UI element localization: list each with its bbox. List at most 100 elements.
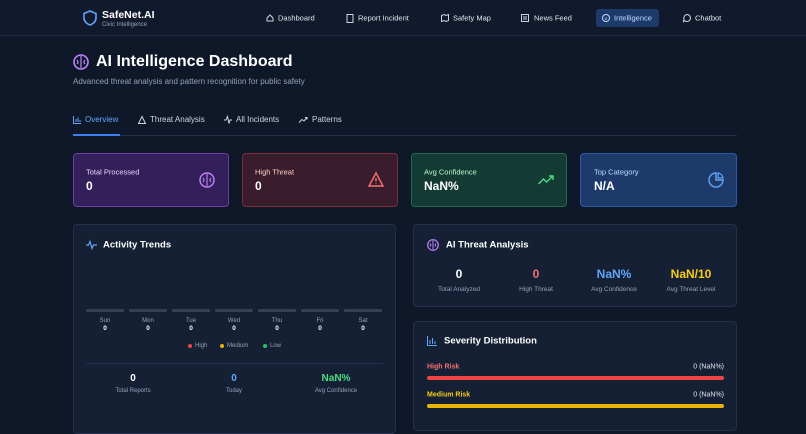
severity-label: High Risk [427, 363, 460, 371]
tab-icon [224, 114, 232, 124]
panel-icon [427, 239, 439, 251]
day-value: 0 [146, 324, 150, 332]
nav-item[interactable]: Safety Map [453, 13, 491, 23]
nav-item[interactable]: Report Incident [358, 13, 409, 23]
tab-icon [73, 116, 81, 124]
card-value: 0 [86, 179, 93, 193]
stat-value: 0 [231, 373, 237, 384]
stat-label: Avg Confidence [314, 388, 358, 394]
day-label: Thu [271, 318, 283, 324]
stat-label: Today [225, 388, 243, 394]
stat-card [411, 153, 567, 207]
legend-dot [263, 344, 267, 348]
navbar [0, 0, 806, 36]
panel-title: Activity Trends [103, 239, 172, 251]
legend-label: Low [270, 343, 282, 349]
day-value: 0 [232, 324, 236, 332]
stat-value: NaN/10 [670, 267, 712, 281]
day-label: Sat [358, 318, 368, 324]
stat-value: 0 [532, 267, 540, 281]
day-bar [301, 309, 339, 312]
day-label: Wed [227, 318, 241, 324]
stat-value: 0 [130, 373, 136, 384]
day-value: 0 [275, 324, 279, 332]
day-label: Fri [316, 318, 324, 324]
panel-title: Severity Distribution [444, 335, 537, 347]
tab[interactable]: Threat Analysis [150, 115, 205, 124]
day-bar [258, 309, 296, 312]
tab[interactable]: Patterns [312, 115, 342, 124]
panel-icon [86, 239, 97, 251]
day-label: Tue [185, 318, 197, 324]
card-label: Total Processed [86, 167, 140, 177]
card-value: 0 [255, 179, 262, 193]
logo-icon [83, 10, 97, 26]
legend-label: Medium [227, 343, 249, 349]
nav-active-bg [596, 9, 659, 27]
tab-icon [298, 117, 308, 123]
card-label: Avg Confidence [424, 167, 477, 177]
card-value: N/A [594, 179, 615, 193]
severity-label: Medium Risk [427, 391, 471, 399]
severity-value: 0 (NaN%) [693, 391, 724, 399]
page-subtitle: Advanced threat analysis and pattern rec… [73, 77, 305, 86]
threat-panel [413, 224, 737, 307]
legend-label: High [195, 343, 208, 349]
stat-card [73, 153, 229, 207]
legend-dot [220, 344, 224, 348]
page-title: AI Intelligence Dashboard [96, 53, 293, 70]
severity-bar [427, 376, 724, 380]
card-label: Top Category [594, 167, 639, 177]
tab-active[interactable]: Overview [85, 115, 119, 124]
day-bar [86, 309, 124, 312]
panel-icon [427, 336, 437, 346]
nav-item-active[interactable]: Intelligence [614, 13, 652, 23]
day-bar [129, 309, 167, 312]
day-value: 0 [318, 324, 322, 332]
card-value: NaN% [424, 179, 459, 193]
card-icon [367, 171, 385, 187]
day-value: 0 [103, 324, 107, 332]
stat-label: High Threat [519, 285, 553, 293]
day-label: Mon [142, 318, 154, 324]
card-icon [199, 172, 215, 188]
nav-item[interactable]: Dashboard [278, 13, 315, 23]
severity-value: 0 (NaN%) [693, 363, 724, 371]
nav-icon [441, 13, 449, 23]
stat-value: 0 [455, 267, 463, 281]
day-value: 0 [361, 324, 365, 332]
stat-value: NaN% [596, 267, 632, 281]
brand[interactable]: SafeNet.AI [102, 8, 155, 21]
stat-label: Total Analyzed [438, 285, 480, 293]
day-value: 0 [189, 324, 193, 332]
tab-icon [137, 115, 147, 124]
day-bar [172, 309, 210, 312]
tab[interactable]: All Incidents [236, 115, 280, 124]
panel-title: AI Threat Analysis [446, 239, 529, 251]
divider [86, 363, 383, 364]
nav-icon [266, 14, 274, 22]
stat-label: Avg Threat Level [666, 285, 716, 293]
severity-bar [427, 404, 724, 408]
tab-underline [73, 134, 120, 136]
stat-label: Total Reports [115, 388, 151, 394]
day-label: Sun [99, 318, 111, 324]
card-icon [538, 175, 554, 185]
activity-panel [73, 224, 396, 434]
day-bar [344, 309, 382, 312]
stat-label: Avg Confidence [591, 285, 637, 293]
nav-icon [682, 13, 691, 24]
stat-card [580, 153, 737, 207]
tagline: Civic Intelligence [102, 22, 148, 28]
tab-divider [73, 135, 737, 136]
nav-icon [602, 14, 610, 22]
card-icon [708, 172, 724, 188]
legend-dot [188, 344, 192, 348]
stat-value: NaN% [321, 373, 351, 384]
day-bar [215, 309, 253, 312]
card-label: High Threat [255, 167, 295, 177]
nav-item[interactable]: News Feed [534, 13, 572, 23]
nav-item[interactable]: Chatbot [695, 13, 722, 23]
brain-icon [73, 54, 89, 70]
